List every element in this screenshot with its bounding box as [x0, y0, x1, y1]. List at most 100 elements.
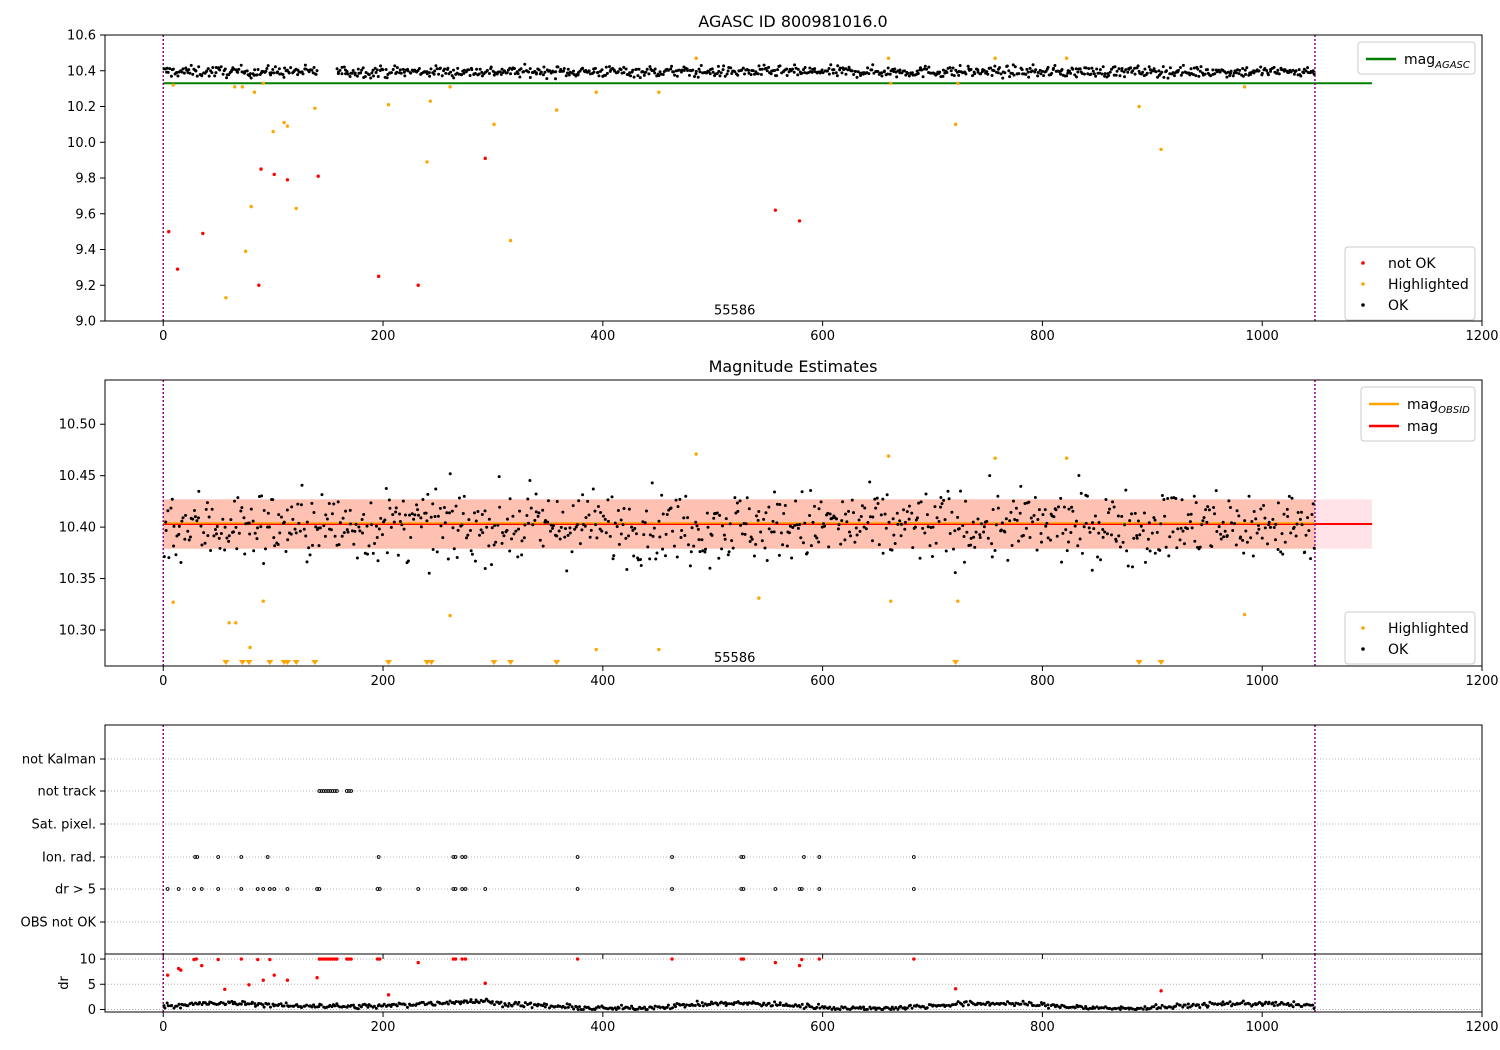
- ok-point: [969, 536, 973, 540]
- ok-point: [1311, 1003, 1315, 1007]
- ok-point: [434, 64, 438, 68]
- ok-point: [793, 63, 797, 67]
- ok-point: [1025, 67, 1029, 71]
- ok-point: [337, 543, 341, 547]
- ok-point: [504, 1003, 508, 1007]
- ok-point: [342, 65, 346, 69]
- ok-point: [546, 499, 550, 503]
- ok-point: [1297, 68, 1301, 72]
- ok-point: [952, 547, 956, 551]
- flag-point: [460, 887, 465, 891]
- ok-point: [1164, 545, 1168, 549]
- flagged-point: [285, 978, 290, 982]
- ok-point: [1005, 64, 1009, 68]
- ok-point: [1058, 1006, 1062, 1010]
- ok-point: [862, 1007, 866, 1011]
- ok-point: [828, 512, 832, 516]
- flagged-point: [416, 283, 420, 287]
- ok-point: [483, 567, 487, 571]
- ok-point: [817, 507, 821, 511]
- ok-point: [395, 70, 399, 74]
- ok-point: [661, 512, 665, 516]
- ok-point: [905, 1006, 909, 1010]
- ok-point: [431, 502, 435, 506]
- ok-point: [942, 498, 946, 502]
- ok-point: [497, 475, 501, 479]
- ok-point: [1228, 506, 1232, 510]
- ok-point: [408, 1003, 412, 1007]
- ok-point: [1089, 72, 1093, 76]
- ok-point: [1135, 536, 1139, 540]
- ok-point: [735, 501, 739, 505]
- ok-point: [751, 69, 755, 73]
- ok-point: [1108, 1006, 1112, 1010]
- ok-point: [665, 513, 669, 517]
- ok-point: [186, 529, 190, 533]
- flag-point: [199, 887, 204, 891]
- ok-point: [1300, 1005, 1304, 1009]
- ok-point: [1300, 510, 1304, 514]
- ok-point: [457, 496, 461, 500]
- ok-point: [1161, 65, 1165, 69]
- ok-point: [350, 529, 354, 533]
- ok-point: [1046, 536, 1050, 540]
- ok-point: [1091, 69, 1095, 73]
- ok-point: [479, 528, 483, 532]
- ok-point: [576, 73, 580, 77]
- flag-point: [332, 789, 337, 793]
- ok-point: [694, 520, 698, 524]
- ok-point: [973, 545, 977, 549]
- ok-point: [1245, 66, 1249, 70]
- flagged-point: [256, 957, 260, 962]
- x-tick-label: 800: [1030, 329, 1055, 344]
- flagged-point: [594, 647, 598, 652]
- ok-point: [1094, 74, 1098, 78]
- ok-point: [198, 1000, 202, 1004]
- ok-point: [581, 493, 585, 497]
- ok-point: [1219, 532, 1223, 536]
- ok-point: [976, 517, 980, 521]
- ok-point: [184, 513, 188, 517]
- ok-point: [911, 546, 915, 550]
- ok-point: [1142, 511, 1146, 515]
- ok-point: [502, 69, 506, 73]
- ok-point: [1008, 75, 1012, 79]
- ok-point: [747, 71, 751, 75]
- ok-point: [1061, 531, 1065, 535]
- ok-point: [815, 1005, 819, 1009]
- ok-point: [1276, 548, 1280, 552]
- ok-point: [1031, 63, 1035, 67]
- ok-point: [531, 523, 535, 527]
- ok-point: [704, 547, 708, 551]
- ok-point: [964, 1000, 968, 1004]
- ok-point: [924, 492, 928, 496]
- ok-point: [191, 517, 195, 521]
- ok-point: [794, 499, 798, 503]
- ok-point: [779, 531, 783, 535]
- ok-point: [1265, 69, 1269, 73]
- ok-point: [477, 72, 481, 76]
- ok-point: [529, 506, 533, 510]
- ok-point: [1115, 69, 1119, 73]
- ok-point: [565, 71, 569, 75]
- ok-point: [657, 519, 661, 523]
- ok-point: [628, 71, 632, 75]
- ok-point: [1148, 68, 1152, 72]
- ok-point: [501, 1005, 505, 1009]
- ok-point: [1098, 68, 1102, 72]
- ok-point: [1251, 1003, 1255, 1007]
- flagged-point: [448, 85, 452, 89]
- ok-point: [387, 498, 391, 502]
- flagged-point: [243, 249, 248, 253]
- ok-point: [351, 1003, 355, 1007]
- ok-point: [523, 62, 527, 66]
- ok-point: [1024, 526, 1028, 530]
- ok-point: [730, 539, 734, 543]
- ok-point: [775, 74, 779, 78]
- ok-point: [1108, 507, 1112, 511]
- ok-point: [500, 67, 504, 71]
- ok-point: [880, 71, 884, 75]
- ok-point: [604, 531, 608, 535]
